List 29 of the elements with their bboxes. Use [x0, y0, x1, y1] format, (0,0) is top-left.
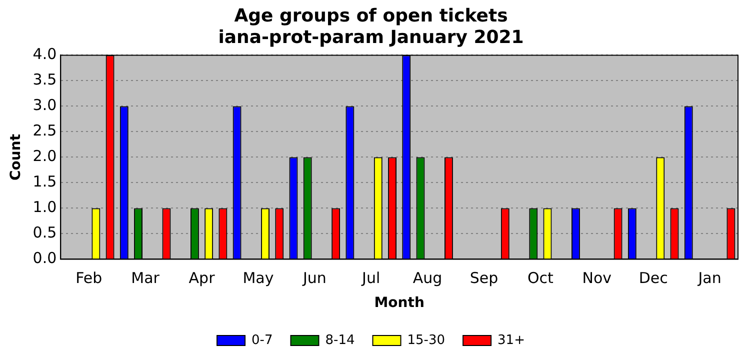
legend-label: 31+	[498, 332, 525, 348]
x-tick-label: Nov	[582, 269, 612, 288]
chart-subtitle: iana-prot-param January 2021	[218, 27, 524, 48]
y-axis-title: Count	[8, 134, 24, 180]
y-tick-label: 2.5	[32, 122, 57, 140]
y-tick-label: 3.0	[32, 96, 57, 114]
x-axis-title: Month	[374, 295, 424, 312]
x-tick-label: May	[242, 269, 274, 288]
y-tick-label: 1.0	[32, 198, 57, 216]
y-tick-label: 2.0	[32, 147, 57, 166]
chart-title: Age groups of open tickets	[234, 5, 508, 26]
x-tick-label: Apr	[188, 269, 216, 288]
x-tick-label: Sep	[470, 269, 498, 288]
x-tick-label: Feb	[76, 269, 102, 288]
x-tick-label: Dec	[638, 269, 668, 288]
x-tick-label: Oct	[527, 269, 554, 288]
x-tick-label: Aug	[412, 269, 442, 288]
legend-label: 0-7	[252, 332, 273, 348]
y-tick-label: 3.5	[32, 70, 57, 89]
legend-label: 8-14	[325, 332, 355, 348]
y-tick-label: 0.0	[32, 249, 57, 268]
y-tick-label: 1.5	[32, 172, 57, 191]
x-tick-label: Mar	[131, 269, 160, 288]
legend-label: 15-30	[407, 332, 446, 348]
x-tick-label: Jul	[361, 269, 380, 288]
x-tick-label: Jan	[697, 269, 722, 288]
x-tick-label: Jun	[302, 269, 326, 288]
y-tick-label: 4.0	[32, 45, 57, 64]
y-tick-label: 0.5	[32, 224, 57, 242]
